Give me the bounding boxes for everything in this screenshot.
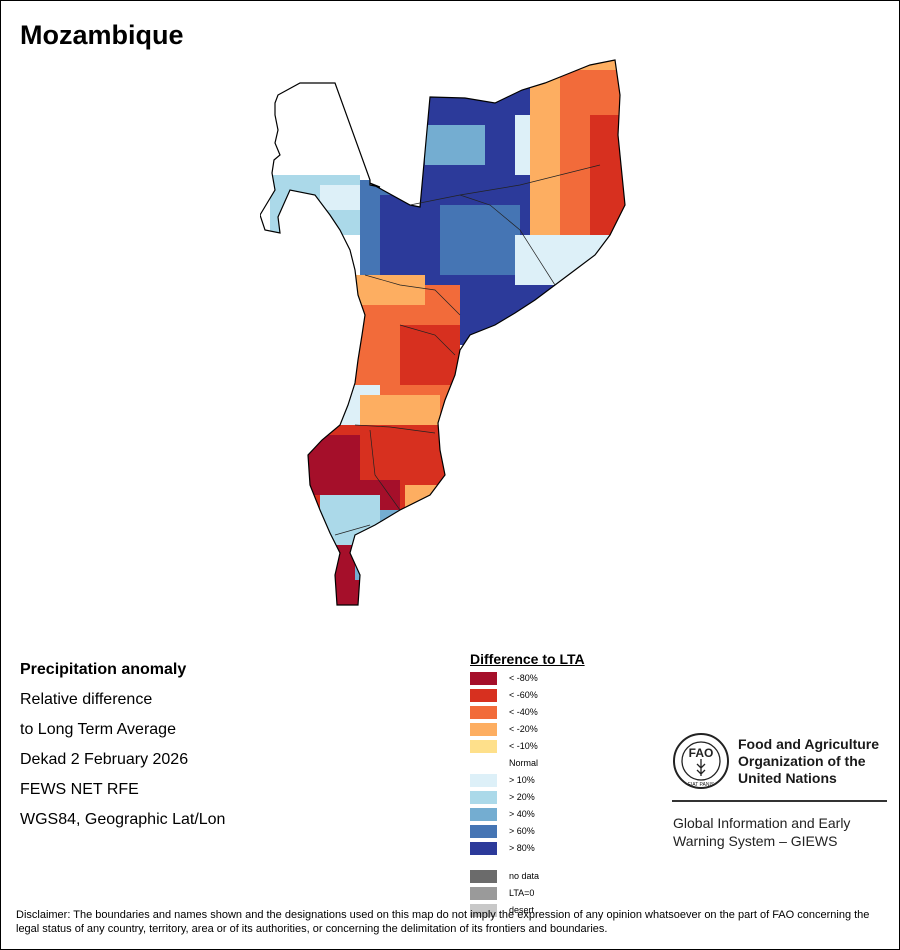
legend-item: > 10% <box>470 773 535 787</box>
fao-emblem-text: FAO <box>689 746 714 760</box>
legend-item: no data <box>470 869 539 883</box>
info-line: FEWS NET RFE <box>20 781 139 798</box>
legend-item: > 40% <box>470 807 535 821</box>
legend-label: > 80% <box>509 843 535 853</box>
map-title: Mozambique <box>20 20 184 50</box>
legend-label: > 20% <box>509 792 535 802</box>
legend-label: Normal <box>509 758 539 768</box>
legend-swatch <box>470 903 497 917</box>
map-info: Precipitation anomaly Relative differenc… <box>20 655 225 835</box>
legend-item: < -20% <box>470 722 538 736</box>
province-borders <box>334 164 601 536</box>
legend-item: > 80% <box>470 841 535 855</box>
legend-label: desert <box>509 905 535 915</box>
legend-swatch <box>470 722 497 736</box>
info-line: Relative difference <box>20 691 153 708</box>
giews-line: Warning System – GIEWS <box>673 833 838 849</box>
anomaly-region <box>320 185 360 210</box>
fao-org-line: Organization of the <box>738 753 866 769</box>
legend-label: < -80% <box>509 673 538 683</box>
giews-line: Global Information and Early <box>673 815 851 831</box>
legend-item: LTA=0 <box>470 886 534 900</box>
fao-emblem-icon: FAO FIAT PANIS <box>673 733 729 789</box>
anomaly-region <box>400 325 460 385</box>
anomaly-region <box>305 435 360 495</box>
legend-label: > 40% <box>509 809 535 819</box>
giews-name: Global Information and Early Warning Sys… <box>673 814 850 850</box>
anomaly-region <box>590 115 625 235</box>
disclaimer: Disclaimer: The boundaries and names sho… <box>16 909 870 935</box>
legend-swatch <box>470 869 497 883</box>
fao-motto: FIAT PANIS <box>688 782 715 788</box>
legend-swatch <box>470 841 497 855</box>
legend-swatch <box>470 739 497 753</box>
legend-label: < -10% <box>509 741 538 751</box>
legend: Difference to LTA < -80% < -60% < -40% <… <box>470 651 585 917</box>
anomaly-region <box>320 495 380 545</box>
legend-swatch <box>470 807 497 821</box>
anomaly-region <box>425 125 485 165</box>
fao-org-line: United Nations <box>738 770 837 786</box>
legend-item: < -60% <box>470 688 538 702</box>
fao-divider <box>672 800 887 802</box>
legend-label: > 60% <box>509 826 535 836</box>
info-line: WGS84, Geographic Lat/Lon <box>20 811 226 828</box>
legend-item: < -10% <box>470 739 538 753</box>
info-line: to Long Term Average <box>20 721 176 738</box>
legend-swatch <box>470 773 497 787</box>
country-border <box>260 59 626 606</box>
legend-item: < -80% <box>470 671 538 685</box>
legend-item: > 20% <box>470 790 535 804</box>
legend-label: < -40% <box>509 707 538 717</box>
legend-swatch <box>470 705 497 719</box>
legend-label: < -20% <box>509 724 538 734</box>
anomaly-region <box>355 275 425 305</box>
legend-item: < -40% <box>470 705 538 719</box>
info-line: Dekad 2 February 2026 <box>20 751 189 768</box>
legend-label: LTA=0 <box>509 888 535 898</box>
legend-title: Difference to LTA <box>470 651 585 667</box>
legend-label: no data <box>509 871 540 881</box>
legend-swatch <box>470 886 497 900</box>
fao-org-name: Food and Agriculture Organization of the… <box>738 736 879 787</box>
legend-swatch <box>470 671 497 685</box>
legend-swatch <box>470 756 497 770</box>
info-heading: Precipitation anomaly <box>20 661 187 678</box>
legend-item: Normal <box>470 756 538 770</box>
legend-swatch <box>470 688 497 702</box>
fao-logo: FAO FIAT PANIS Food and Agriculture Orga… <box>672 732 879 795</box>
anomaly-region <box>440 205 520 275</box>
anomaly-map <box>260 59 626 606</box>
fao-org-line: Food and Agriculture <box>738 736 880 752</box>
legend-swatch <box>470 790 497 804</box>
legend-label: < -60% <box>509 690 538 700</box>
legend-item: desert <box>470 903 534 917</box>
legend-swatch <box>470 824 497 838</box>
legend-item: > 60% <box>470 824 535 838</box>
legend-label: > 10% <box>509 775 535 785</box>
